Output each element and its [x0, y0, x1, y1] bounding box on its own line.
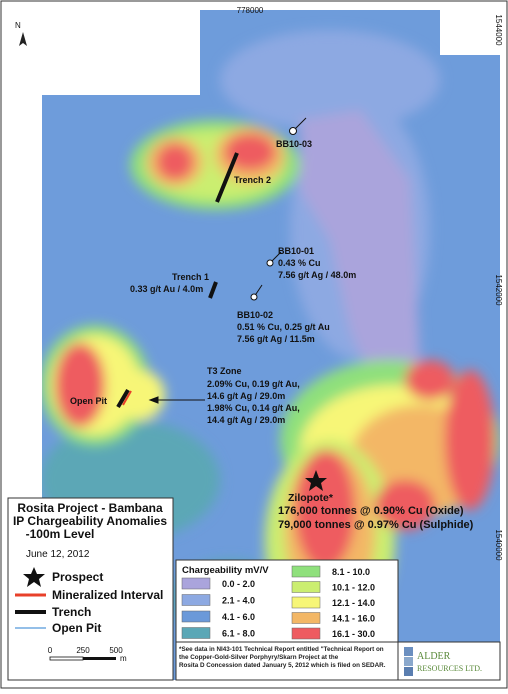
legend-item: Trench: [52, 605, 91, 619]
north-arrow: [19, 32, 27, 46]
assay-label: 14.4 g/t Ag / 29.0m: [207, 415, 285, 425]
prospect-symbol: [23, 567, 45, 587]
legend-item: Mineralized Interval: [52, 588, 163, 602]
logo-box: [397, 641, 501, 681]
scale-label: 0: [48, 646, 53, 655]
assay-label: 0.43 % Cu: [278, 258, 321, 268]
class-swatch: [291, 581, 321, 593]
resource-label: 79,000 tonnes @ 0.97% Cu (Sulphide): [278, 519, 474, 531]
class-label: 8.1 - 10.0: [332, 567, 370, 577]
class-label: 0.0 - 2.0: [222, 579, 255, 589]
trench-label: Trench 2: [234, 175, 271, 185]
hole-label: BB10-03: [276, 139, 312, 149]
class-swatch: [181, 594, 211, 606]
northing-label: 1544000: [494, 14, 503, 46]
class-swatch: [181, 610, 211, 623]
assay-label: 7.56 g/t Ag / 48.0m: [278, 270, 356, 280]
class-label: 2.1 - 4.0: [222, 596, 255, 606]
class-swatch: [291, 627, 321, 640]
class-label: 6.1 - 8.0: [222, 629, 255, 639]
hole-label: BB10-01: [278, 246, 314, 256]
pit-label: Open Pit: [70, 396, 107, 406]
legend-title: Rosita Project - Bambana: [17, 501, 163, 515]
legend-item: Open Pit: [52, 621, 101, 635]
assay-label: 1.98% Cu, 0.14 g/t Au,: [207, 403, 300, 413]
trench-label: Trench 1: [172, 272, 209, 282]
scale-bar: [83, 657, 116, 660]
easting-label: 778000: [237, 6, 264, 15]
logo-mark: [404, 657, 413, 666]
logo-text: ALDER: [417, 651, 451, 662]
footnote: Rosita D Concession dated January 5, 201…: [179, 662, 386, 669]
class-list: 0.0 - 2.0 2.1 - 4.0 4.1 - 6.0 6.1 - 8.0 8.1 …: [181, 565, 375, 640]
class-swatch: [291, 565, 321, 578]
hole-label: BB10-02: [237, 310, 273, 320]
north-label: N: [15, 21, 21, 30]
legend-item: Prospect: [52, 570, 103, 584]
logo-mark: [404, 667, 413, 676]
legend-title: IP Chargeability Anomalies: [13, 514, 167, 528]
footnote-box: [175, 641, 399, 681]
class-swatch: [181, 577, 211, 590]
assay-label: 14.6 g/t Ag / 29.0m: [207, 391, 285, 401]
footnote: the Copper-Gold-Silver Porphyry/Skarn Pr…: [179, 654, 339, 661]
northing-label: 1540000: [494, 529, 503, 561]
logo-text: RESOURCES LTD.: [417, 664, 482, 673]
map-symbols: [116, 117, 327, 491]
class-swatch: [291, 596, 321, 609]
class-label: 12.1 - 14.0: [332, 598, 375, 608]
assay-label: 7.56 g/t Ag / 11.5m: [237, 334, 315, 344]
footnote: *See data in NI43-101 Technical Report e…: [179, 646, 384, 653]
prospect-label: Zilopote*: [288, 492, 334, 504]
assay-label: 0.51 % Cu, 0.25 g/t Au: [237, 322, 330, 332]
class-legend-box: [175, 559, 399, 643]
northing-label: 1542000: [494, 274, 503, 306]
class-label: 16.1 - 30.0: [332, 629, 375, 639]
assay-label: 0.33 g/t Au / 4.0m: [130, 284, 203, 294]
class-label: 10.1 - 12.0: [332, 583, 375, 593]
class-swatch: [181, 627, 211, 639]
assay-label: 2.09% Cu, 0.19 g/t Au,: [207, 379, 300, 389]
scale-label: 250: [76, 646, 90, 655]
logo-mark: [404, 647, 413, 656]
scale-label: m: [120, 654, 127, 663]
legend-date: June 12, 2012: [26, 549, 90, 560]
scale-bar: [49, 656, 84, 661]
zone-label: T3 Zone: [207, 366, 242, 376]
resource-label: 176,000 tonnes @ 0.90% Cu (Oxide): [278, 505, 464, 517]
legend-title: -100m Level: [26, 527, 95, 541]
class-swatch: [291, 612, 321, 624]
class-label: 14.1 - 16.0: [332, 614, 375, 624]
scale-label: 500: [109, 646, 123, 655]
legend-box: [7, 497, 174, 681]
class-legend-title: Chargeability mV/V: [182, 565, 269, 576]
class-label: 4.1 - 6.0: [222, 612, 255, 622]
